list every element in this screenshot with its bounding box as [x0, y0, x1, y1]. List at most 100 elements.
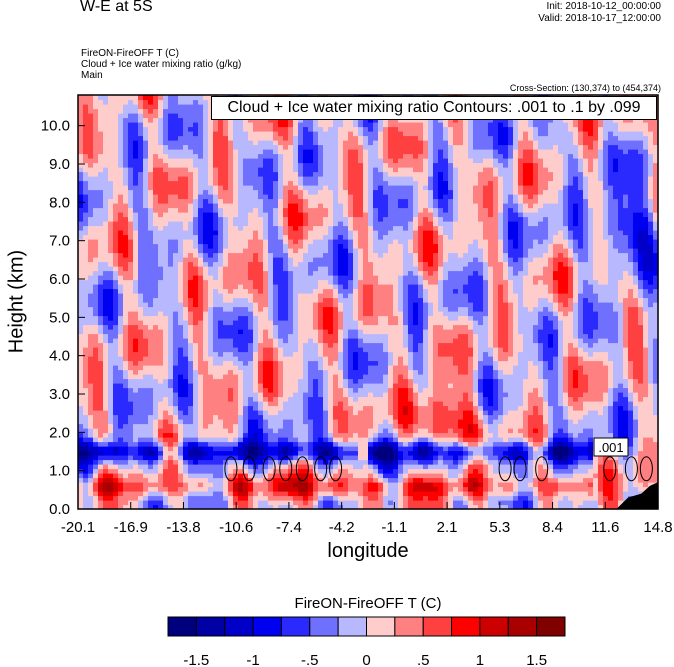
heatmap-cell: [98, 369, 104, 375]
heatmap-cell: [148, 243, 154, 249]
heatmap-cell: [333, 369, 339, 375]
heatmap-cell: [228, 333, 234, 339]
heatmap-cell: [193, 383, 199, 389]
heatmap-cell: [238, 212, 244, 218]
heatmap-cell: [173, 383, 179, 389]
heatmap-cell: [258, 162, 264, 168]
heatmap-cell: [83, 486, 89, 492]
heatmap-cell: [318, 311, 324, 317]
heatmap-cell: [238, 369, 244, 375]
heatmap-cell: [323, 149, 329, 155]
heatmap-cell: [193, 302, 199, 308]
heatmap-cell: [323, 122, 329, 128]
heatmap-cell: [303, 257, 309, 263]
heatmap-cell: [288, 455, 294, 461]
heatmap-cell: [173, 369, 179, 375]
heatmap-cell: [138, 95, 144, 101]
heatmap-cell: [288, 356, 294, 362]
heatmap-cell: [283, 158, 289, 164]
heatmap-cell: [138, 293, 144, 299]
heatmap-cell: [213, 338, 219, 344]
heatmap-cell: [238, 423, 244, 429]
heatmap-cell: [298, 243, 304, 249]
heatmap-cell: [123, 203, 129, 209]
heatmap-cell: [343, 468, 349, 474]
heatmap-cell: [323, 482, 329, 488]
heatmap-cell: [113, 383, 119, 389]
heatmap-cell: [243, 464, 249, 470]
heatmap-cell: [108, 185, 114, 191]
heatmap-cell: [173, 135, 179, 141]
heatmap-cell: [198, 257, 204, 263]
heatmap-cell: [103, 185, 109, 191]
heatmap-cell: [103, 203, 109, 209]
heatmap-cell: [223, 207, 229, 213]
heatmap-cell: [223, 149, 229, 155]
heatmap-cell: [88, 432, 94, 438]
heatmap-cell: [258, 342, 264, 348]
heatmap-cell: [228, 414, 234, 420]
heatmap-cell: [223, 491, 229, 497]
heatmap-cell: [153, 167, 159, 173]
heatmap-cell: [288, 171, 294, 177]
heatmap-cell: [228, 446, 234, 452]
heatmap-cell: [318, 401, 324, 407]
heatmap-cell: [208, 311, 214, 317]
heatmap-cell: [188, 486, 194, 492]
heatmap-cell: [113, 437, 119, 443]
heatmap-cell: [78, 374, 84, 380]
heatmap-cell: [83, 450, 89, 456]
heatmap-cell: [163, 302, 169, 308]
heatmap-cell: [268, 428, 274, 434]
heatmap-cell: [333, 239, 339, 245]
heatmap-cell: [263, 275, 269, 281]
heatmap-cell: [113, 369, 119, 375]
heatmap-cell: [173, 257, 179, 263]
heatmap-cell: [233, 212, 239, 218]
heatmap-cell: [163, 261, 169, 267]
heatmap-cell: [278, 410, 284, 416]
heatmap-cell: [253, 324, 259, 330]
heatmap-cell: [263, 230, 269, 236]
heatmap-cell: [213, 176, 219, 182]
heatmap-cell: [98, 378, 104, 384]
heatmap-cell: [198, 491, 204, 497]
heatmap-cell: [313, 302, 319, 308]
heatmap-cell: [83, 198, 89, 204]
heatmap-cell: [283, 347, 289, 353]
heatmap-cell: [248, 149, 254, 155]
heatmap-cell: [283, 329, 289, 335]
heatmap-cell: [118, 329, 124, 335]
heatmap-cell: [258, 351, 264, 357]
heatmap-cell: [213, 270, 219, 276]
heatmap-cell: [153, 203, 159, 209]
heatmap-cell: [283, 288, 289, 294]
heatmap-cell: [123, 369, 129, 375]
heatmap-cell: [118, 423, 124, 429]
heatmap-cell: [123, 234, 129, 240]
heatmap-cell: [128, 198, 134, 204]
heatmap-cell: [278, 135, 284, 141]
heatmap-cell: [178, 131, 184, 137]
heatmap-cell: [278, 441, 284, 447]
heatmap-cell: [103, 275, 109, 281]
heatmap-cell: [223, 144, 229, 150]
heatmap-cell: [248, 432, 254, 438]
heatmap-cell: [203, 216, 209, 222]
heatmap-cell: [273, 464, 279, 470]
heatmap-cell: [268, 356, 274, 362]
heatmap-cell: [198, 270, 204, 276]
heatmap-cell: [188, 284, 194, 290]
heatmap-cell: [133, 468, 139, 474]
heatmap-cell: [288, 257, 294, 263]
heatmap-cell: [343, 270, 349, 276]
heatmap-cell: [93, 198, 99, 204]
heatmap-cell: [328, 149, 334, 155]
heatmap-cell: [203, 117, 209, 123]
heatmap-cell: [278, 153, 284, 159]
heatmap-cell: [163, 297, 169, 303]
heatmap-cell: [118, 243, 124, 249]
heatmap-cell: [198, 338, 204, 344]
heatmap-cell: [93, 369, 99, 375]
heatmap-cell: [303, 459, 309, 465]
